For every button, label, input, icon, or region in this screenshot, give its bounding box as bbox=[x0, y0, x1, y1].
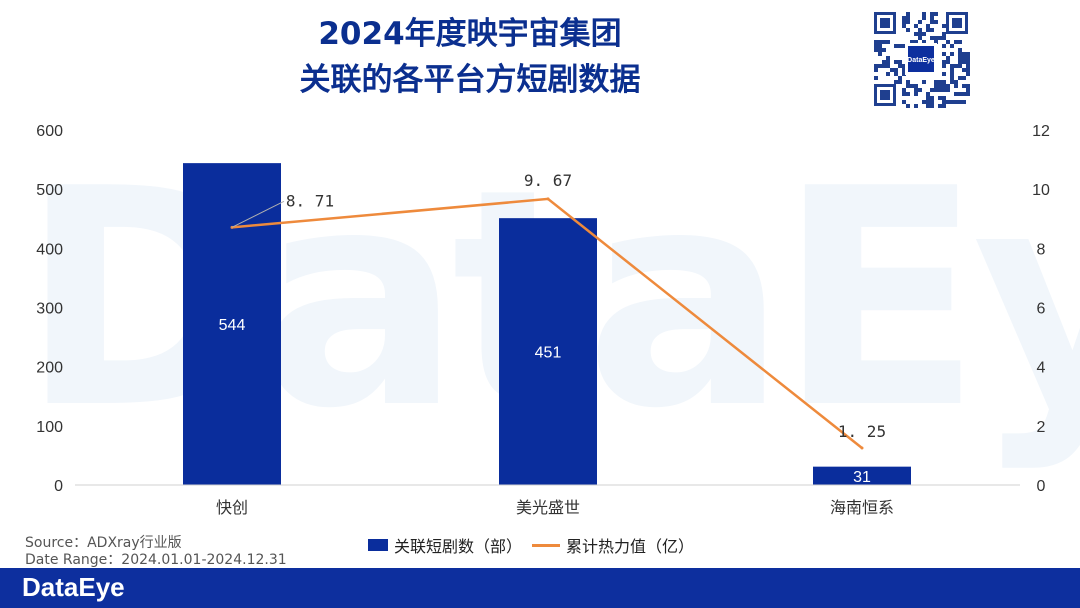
qr-logo-text: DataEye bbox=[907, 57, 935, 64]
qr-code: DataEye bbox=[872, 10, 970, 108]
bar-value-label: 451 bbox=[535, 345, 562, 362]
bar-快创 bbox=[183, 163, 281, 485]
y-right-tick-label: 0 bbox=[1037, 478, 1046, 495]
date-range-note: Date Range：2024.01.01-2024.12.31 bbox=[25, 552, 287, 568]
legend-item-bars: 关联短剧数（部） bbox=[368, 533, 522, 557]
footer-brand-logo: DataEye bbox=[22, 572, 125, 602]
line-value-label: 8. 71 bbox=[286, 191, 334, 210]
chart-title-line-2: 关联的各平台方短剧数据 bbox=[299, 62, 641, 98]
legend-line-swatch bbox=[532, 543, 561, 547]
combo-chart: 0 100 200 300 400 500 600 0 2 4 6 8 10 12 544 451 31 8… bbox=[36, 123, 1050, 517]
line-value-label: 1. 25 bbox=[838, 422, 886, 441]
line-value-label: 9. 67 bbox=[524, 171, 572, 190]
source-note: Source：ADXray行业版 bbox=[25, 535, 182, 551]
footer-bar: DataEye bbox=[0, 568, 1080, 608]
y-left-tick-label: 300 bbox=[36, 301, 63, 318]
bar-海南恒系 bbox=[813, 466, 911, 485]
bar-value-label: 31 bbox=[853, 469, 871, 486]
y-right-tick-label: 8 bbox=[1037, 241, 1046, 258]
y-right-tick-label: 12 bbox=[1032, 123, 1050, 140]
qr-logo-badge bbox=[908, 46, 934, 72]
y-left-tick-label: 600 bbox=[36, 123, 63, 140]
y-right-tick-label: 10 bbox=[1032, 182, 1050, 199]
legend-bar-label: 关联短剧数（部） bbox=[394, 537, 523, 556]
chart-legend: 关联短剧数（部） 累计热力值（亿） bbox=[368, 534, 694, 556]
line-point bbox=[860, 446, 864, 450]
y-left-tick-label: 0 bbox=[54, 478, 63, 495]
bar-美光盛世 bbox=[499, 218, 597, 486]
bar-value-label: 544 bbox=[219, 317, 246, 334]
y-right-tick-label: 6 bbox=[1037, 301, 1046, 318]
line-point bbox=[546, 197, 550, 201]
y-right-tick-label: 4 bbox=[1037, 360, 1046, 377]
x-category-label: 美光盛世 bbox=[516, 498, 580, 517]
legend-line-label: 累计热力值（亿） bbox=[566, 537, 695, 556]
label-leader-line bbox=[231, 200, 285, 228]
y-left-tick-label: 400 bbox=[36, 241, 63, 258]
chart-title-line-1: 2024年度映宇宙集团 bbox=[318, 16, 622, 52]
y-left-tick-label: 200 bbox=[36, 360, 63, 377]
legend-bar-swatch bbox=[368, 539, 388, 551]
y-right-tick-label: 2 bbox=[1037, 419, 1046, 436]
x-category-label: 海南恒系 bbox=[830, 498, 894, 517]
y-left-tick-label: 500 bbox=[36, 182, 63, 199]
legend-item-line: 累计热力值（亿） bbox=[532, 533, 694, 557]
y-left-tick-label: 100 bbox=[36, 419, 63, 436]
x-category-label: 快创 bbox=[216, 498, 248, 517]
